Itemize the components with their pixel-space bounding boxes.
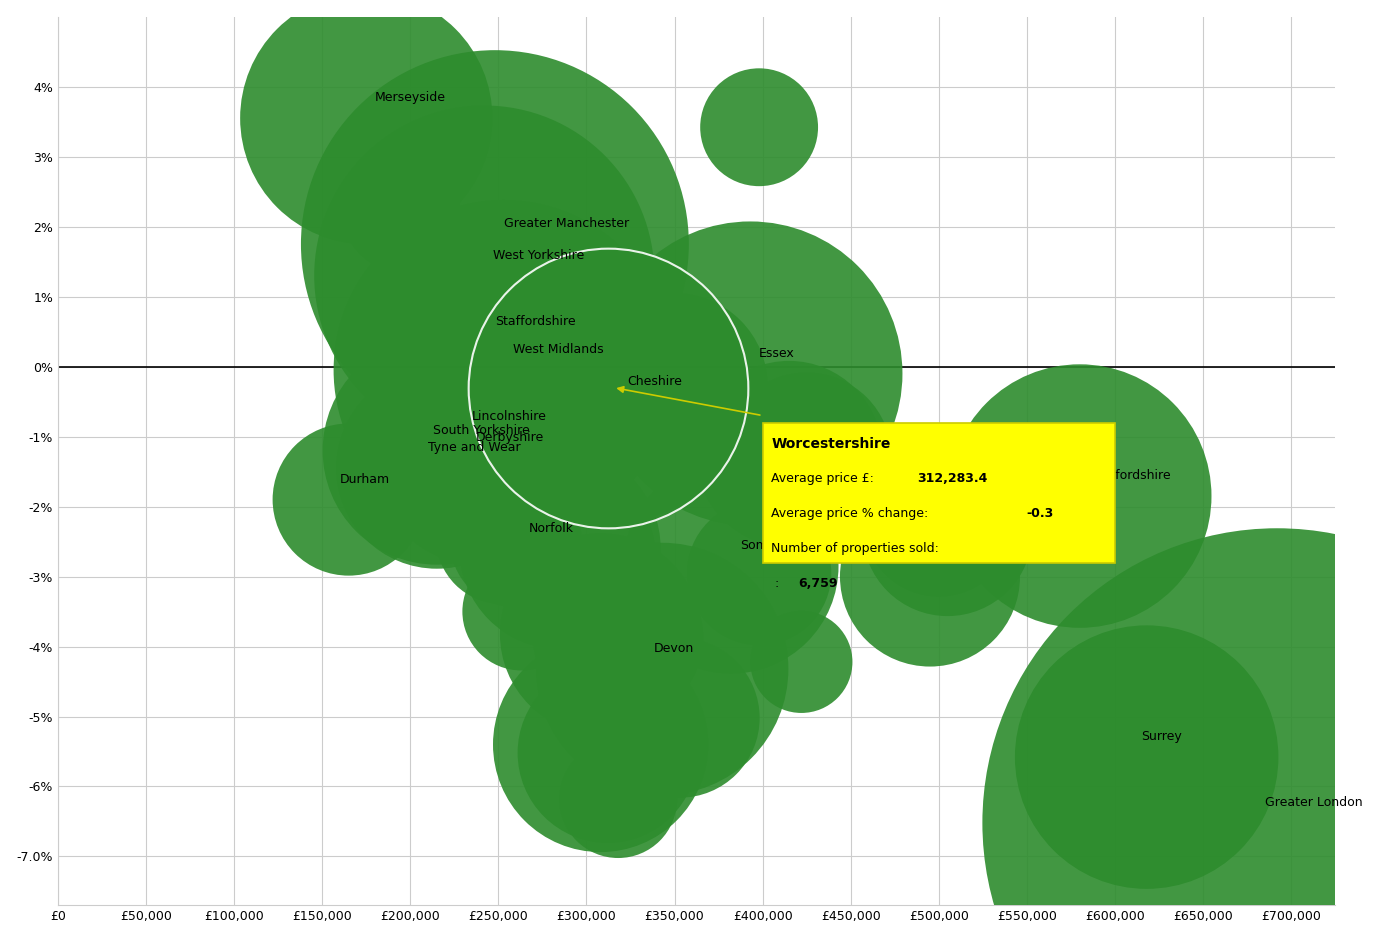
Text: Surrey: Surrey	[1141, 730, 1181, 744]
Text: Number of properties sold:: Number of properties sold:	[771, 541, 940, 555]
Point	[607, 791, 630, 807]
Point	[919, 569, 941, 584]
Text: Average price £:: Average price £:	[771, 472, 878, 484]
Text: West Midlands: West Midlands	[513, 343, 603, 356]
Point	[505, 534, 527, 549]
Point	[475, 335, 498, 350]
Point	[663, 379, 685, 394]
Point	[748, 119, 770, 134]
Point	[778, 446, 801, 462]
Text: Hertfordshire: Hertfordshire	[1088, 469, 1172, 482]
Point	[356, 111, 378, 126]
Point	[449, 440, 471, 455]
Text: Lincolnshire: Lincolnshire	[473, 410, 546, 423]
Text: Somerset: Somerset	[739, 539, 799, 552]
Text: Cheshire: Cheshire	[627, 374, 682, 387]
Point	[748, 566, 770, 581]
Point	[470, 450, 492, 465]
Point	[795, 450, 817, 465]
Point	[492, 363, 514, 378]
Point	[669, 711, 691, 726]
Text: :: :	[771, 576, 784, 589]
Text: Average price % change:: Average price % change:	[771, 507, 937, 520]
Text: -0.3: -0.3	[1027, 507, 1054, 520]
Text: Norfolk: Norfolk	[528, 522, 573, 535]
Text: South Yorkshire: South Yorkshire	[434, 424, 530, 436]
Text: 6,759: 6,759	[798, 576, 837, 589]
Point	[338, 492, 360, 507]
Text: Greater London: Greater London	[1265, 796, 1362, 809]
Text: 312,283.4: 312,283.4	[917, 472, 988, 484]
Text: Tyne and Wear: Tyne and Wear	[428, 441, 521, 454]
Point	[391, 205, 413, 220]
Point	[484, 237, 506, 252]
Text: Greater Manchester: Greater Manchester	[503, 217, 628, 230]
Point	[491, 530, 513, 545]
Point	[655, 371, 677, 386]
Point	[425, 443, 448, 458]
Point	[549, 541, 571, 556]
Point	[1069, 489, 1091, 504]
Point	[473, 268, 495, 283]
Point	[510, 604, 532, 619]
Point	[596, 745, 619, 760]
Point	[1136, 749, 1158, 764]
Point	[1266, 815, 1289, 830]
Point	[571, 544, 594, 559]
FancyBboxPatch shape	[763, 423, 1115, 562]
Text: West Yorkshire: West Yorkshire	[493, 248, 584, 261]
Text: Essex: Essex	[759, 347, 795, 360]
Point	[452, 429, 474, 444]
Point	[598, 380, 620, 395]
Text: Worcestershire: Worcestershire	[771, 436, 891, 450]
Text: Merseyside: Merseyside	[375, 91, 446, 104]
Text: Staffordshire: Staffordshire	[495, 315, 575, 328]
Point	[425, 461, 448, 476]
Point	[720, 558, 742, 573]
Text: Devon: Devon	[653, 642, 694, 655]
Point	[607, 630, 630, 645]
Point	[607, 394, 630, 409]
Point	[739, 366, 762, 381]
Point	[589, 626, 612, 641]
Point	[651, 662, 673, 677]
Point	[589, 737, 612, 752]
Text: Durham: Durham	[341, 473, 391, 486]
Point	[634, 365, 656, 380]
Point	[791, 654, 813, 669]
Text: Derbyshire: Derbyshire	[475, 431, 543, 444]
Point	[937, 524, 959, 539]
Point	[927, 513, 949, 528]
